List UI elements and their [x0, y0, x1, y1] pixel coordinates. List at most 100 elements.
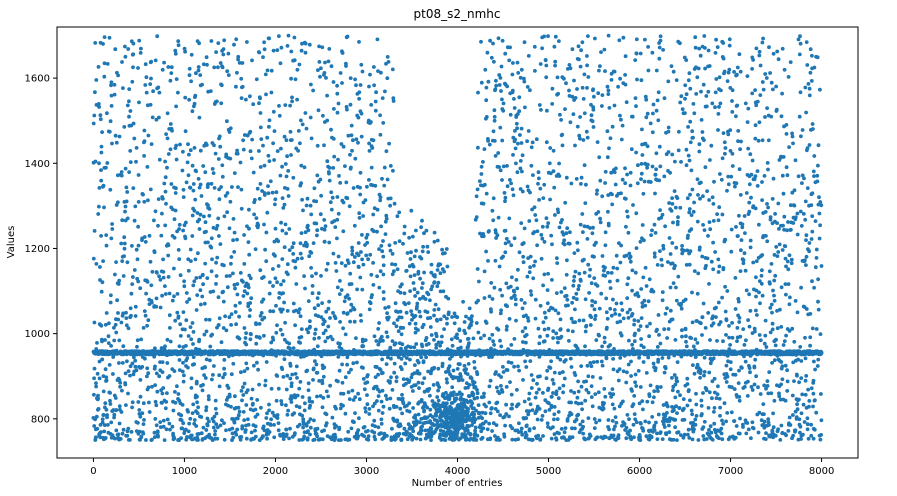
scatter-point [206, 397, 211, 402]
scatter-point [576, 379, 580, 384]
scatter-point [166, 243, 171, 248]
scatter-point [518, 133, 522, 137]
scatter-point [296, 129, 301, 133]
scatter-point [536, 433, 541, 438]
scatter-point [211, 419, 216, 424]
scatter-point [552, 370, 557, 375]
scatter-point [262, 193, 267, 197]
scatter-point [315, 296, 320, 300]
scatter-point [381, 239, 385, 243]
scatter-point [275, 374, 280, 378]
scatter-point [174, 77, 179, 81]
scatter-point [195, 394, 199, 399]
scatter-point [474, 194, 479, 199]
scatter-point [516, 402, 521, 407]
scatter-point [108, 187, 113, 192]
scatter-point [503, 195, 508, 200]
scatter-point [167, 421, 172, 426]
scatter-point [178, 322, 183, 327]
scatter-point [413, 294, 417, 298]
scatter-point [567, 241, 572, 246]
scatter-point [362, 425, 367, 429]
scatter-point [346, 390, 351, 395]
scatter-point [348, 102, 353, 107]
scatter-point [176, 39, 181, 43]
scatter-point [157, 90, 162, 95]
scatter-point [274, 330, 279, 335]
scatter-point [123, 166, 128, 171]
scatter-point [499, 89, 503, 93]
scatter-point [492, 59, 496, 64]
scatter-point [191, 342, 195, 346]
scatter-point [497, 264, 502, 269]
scatter-point [312, 336, 317, 341]
scatter-point [344, 64, 348, 68]
scatter-point [481, 201, 486, 206]
scatter-point [134, 159, 138, 164]
scatter-point [258, 125, 263, 130]
scatter-point [318, 177, 323, 182]
scatter-point [231, 361, 236, 366]
scatter-point [180, 168, 185, 173]
scatter-point [202, 301, 207, 306]
scatter-point [157, 157, 162, 162]
scatter-point [317, 44, 321, 49]
scatter-point [245, 40, 249, 44]
scatter-point [119, 241, 124, 246]
scatter-point [238, 160, 243, 165]
scatter-point [353, 156, 358, 161]
scatter-point [225, 191, 230, 195]
scatter-point [571, 112, 576, 117]
scatter-point [263, 378, 268, 383]
scatter-point [231, 435, 236, 440]
scatter-point [212, 364, 216, 368]
scatter-point [494, 423, 499, 427]
scatter-point [101, 413, 106, 417]
scatter-point [559, 427, 564, 431]
scatter-point [554, 437, 559, 442]
scatter-point [268, 309, 273, 314]
scatter-point [108, 300, 113, 305]
scatter-point [218, 242, 223, 247]
scatter-point [129, 430, 134, 434]
scatter-point [119, 170, 124, 174]
scatter-point [194, 169, 199, 174]
scatter-point [576, 287, 581, 292]
scatter-point [374, 339, 379, 343]
scatter-point [462, 363, 467, 368]
scatter-point [206, 182, 211, 186]
scatter-point [139, 434, 144, 439]
scatter-point [202, 214, 206, 219]
scatter-point [527, 409, 532, 413]
scatter-point [388, 345, 393, 350]
scatter-point [150, 437, 154, 442]
scatter-point [229, 404, 233, 409]
scatter-point [214, 422, 219, 426]
scatter-point [329, 190, 334, 195]
scatter-point [156, 223, 160, 228]
scatter-point [510, 402, 514, 407]
scatter-point [351, 398, 356, 402]
scatter-point [497, 73, 502, 77]
scatter-point [179, 436, 184, 440]
scatter-point [97, 204, 101, 209]
scatter-point [562, 430, 567, 435]
scatter-point [319, 66, 323, 71]
scatter-point [153, 58, 158, 63]
scatter-point [508, 45, 512, 50]
scatter-point [545, 288, 550, 292]
scatter-point [269, 90, 274, 95]
scatter-point [371, 261, 375, 265]
scatter-point [515, 126, 519, 131]
scatter-point [482, 333, 487, 338]
scatter-point [271, 141, 275, 146]
scatter-point [338, 320, 342, 324]
scatter-point [429, 270, 434, 275]
scatter-point [181, 310, 186, 314]
scatter-point [357, 211, 362, 216]
scatter-point [391, 96, 396, 101]
scatter-point [120, 218, 125, 223]
scatter-point [322, 143, 326, 148]
scatter-point [169, 71, 174, 75]
scatter-point [235, 70, 239, 75]
